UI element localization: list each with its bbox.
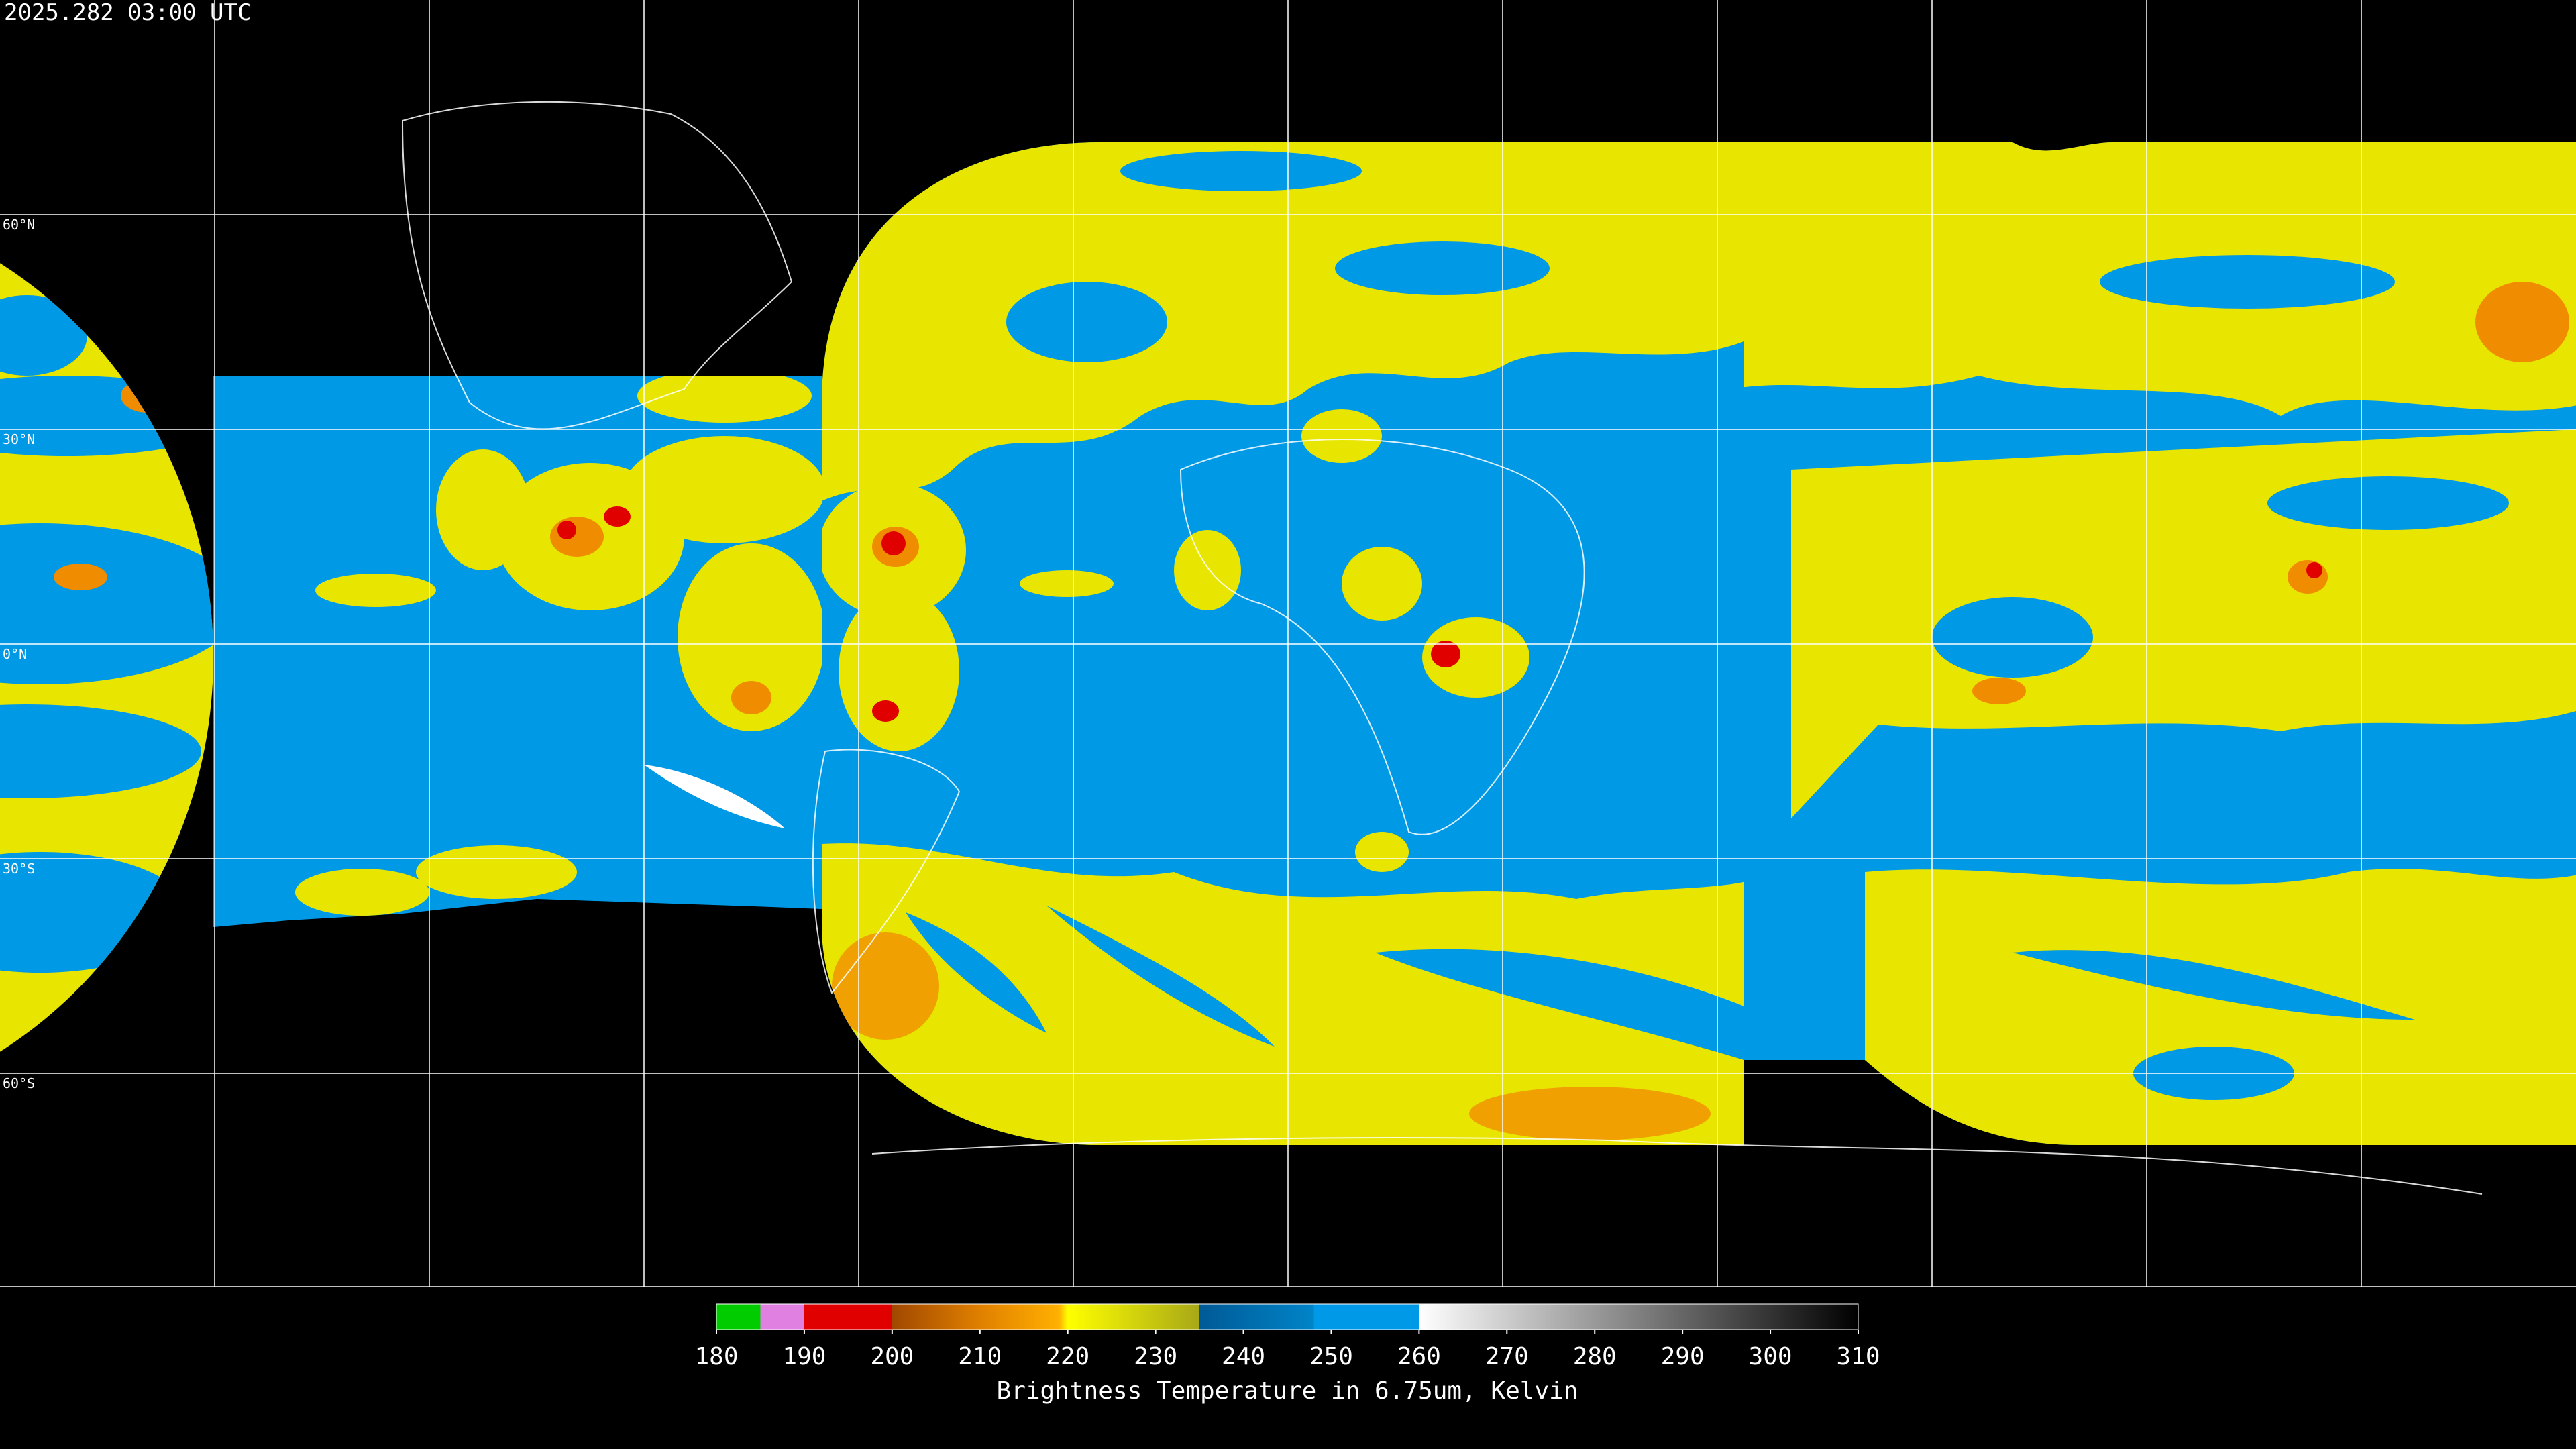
colorbar-tick-label: 260 (1397, 1343, 1441, 1371)
latitude-label: 60°N (3, 217, 35, 233)
colorbar-tick-label: 200 (870, 1343, 914, 1371)
colorbar (716, 1303, 1859, 1330)
colorbar-tick-label: 290 (1661, 1343, 1705, 1371)
latitude-label: 30°N (3, 431, 35, 447)
colorbar-tick-label: 230 (1134, 1343, 1177, 1371)
colorbar-tick-label: 250 (1309, 1343, 1353, 1371)
colorbar-tick-label: 220 (1046, 1343, 1089, 1371)
timestamp: 2025.282 03:00 UTC (4, 0, 251, 26)
colorbar-tick-label: 270 (1485, 1343, 1529, 1371)
coastlines (401, 101, 2483, 1195)
colorbar-tick-label: 190 (782, 1343, 826, 1371)
latitude-label: 30°S (3, 861, 35, 877)
colorbar-tick-label: 300 (1749, 1343, 1792, 1371)
colorbar-tick-label: 310 (1836, 1343, 1880, 1371)
colorbar-tick-label: 280 (1573, 1343, 1617, 1371)
colorbar-tick-label: 240 (1222, 1343, 1265, 1371)
colorbar-label: Brightness Temperature in 6.75um, Kelvin (997, 1377, 1578, 1405)
colorbar-tick-label: 180 (694, 1343, 738, 1371)
latitude-label: 0°N (3, 646, 27, 662)
colorbar-tick-label: 210 (958, 1343, 1002, 1371)
graticule (0, 0, 2576, 1287)
imagery-pacific (213, 376, 822, 927)
latitude-label: 60°S (3, 1075, 35, 1091)
